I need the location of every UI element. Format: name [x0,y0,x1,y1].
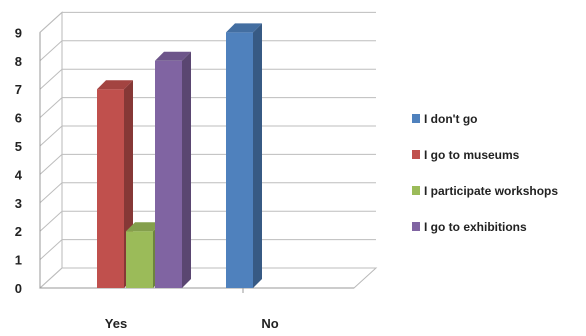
gridline [39,182,376,204]
legend-label: I go to museums [424,148,520,162]
y-tick-label: 7 [15,82,22,97]
gridline [39,40,376,62]
side-wall [39,11,63,288]
gridline [39,239,376,260]
gridline [39,11,376,33]
floor [38,267,378,289]
bar-front [126,231,153,288]
legend-swatch [412,186,420,195]
bar-front [155,60,182,288]
gridline [39,125,376,147]
bar-front [226,32,253,289]
bar-top [226,23,262,33]
y-tick-label: 5 [15,139,22,154]
bar [155,51,191,288]
category-label: Yes [105,316,127,331]
legend-swatch [412,150,420,159]
bar-front [97,89,124,288]
legend-swatch [412,114,420,123]
gridline [39,97,376,118]
bar [226,23,262,289]
bar-top [97,80,133,90]
gridline [39,210,376,232]
gridline [39,68,376,90]
y-tick-label: 2 [15,224,22,239]
legend-item: I don't go [412,112,478,126]
y-tick-label: 3 [15,196,22,211]
legend-label: I go to exhibitions [424,220,527,234]
y-tick-label: 1 [15,253,22,268]
legend-label: I participate workshops [424,184,558,198]
legend-item: I go to exhibitions [412,220,527,234]
bar-side [253,23,262,289]
y-tick-label: 0 [15,281,22,296]
legend-label: I don't go [424,112,478,126]
legend-item: I participate workshops [412,184,558,198]
category-label: No [261,316,278,331]
bar-top [155,51,191,61]
y-tick-label: 6 [15,111,22,126]
legend-item: I go to museums [412,148,520,162]
bar-side [182,51,191,288]
legend-swatch [412,222,420,231]
y-tick-label: 8 [15,54,22,69]
bar-top [126,222,162,232]
gridline [39,153,376,175]
y-tick-label: 9 [15,25,22,40]
y-tick-label: 4 [15,167,23,182]
gridline [39,267,376,289]
